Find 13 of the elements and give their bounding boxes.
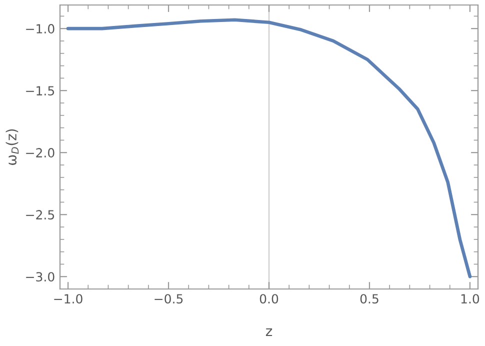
y-tick-label: −1.0 xyxy=(26,24,54,34)
x-tick-label: 0.0 xyxy=(260,294,278,304)
x-tick-label: 0.5 xyxy=(360,294,378,304)
y-axis-title: ω$_{D}$(z) xyxy=(6,129,19,165)
y-tick-label: −3.0 xyxy=(26,272,54,282)
y-tick-label: −2.5 xyxy=(26,210,54,220)
x-tick-label: −0.5 xyxy=(154,294,183,304)
x-tick-label: 1.0 xyxy=(461,294,480,304)
x-axis-title: z xyxy=(266,328,272,336)
y-tick-label: −1.5 xyxy=(26,86,54,96)
line-series xyxy=(66,18,472,278)
x-tick-label: −1.0 xyxy=(54,294,82,304)
y-tick-label: −2.0 xyxy=(26,148,54,158)
